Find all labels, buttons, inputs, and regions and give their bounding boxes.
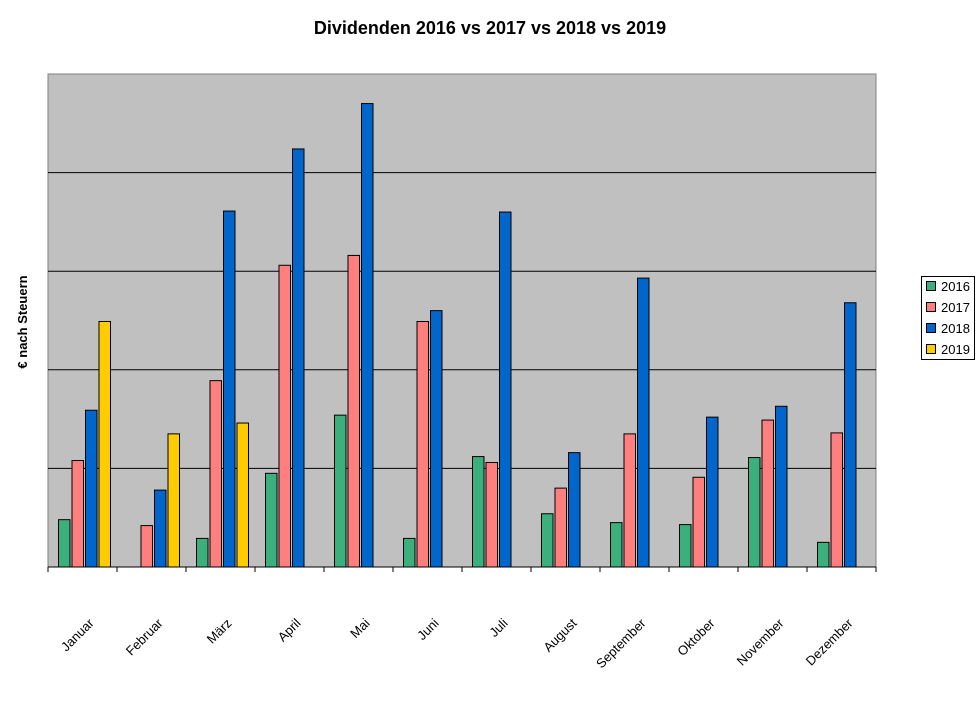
legend-label-2019: 2019	[941, 341, 970, 357]
bar-2016-märz	[196, 537, 209, 568]
x-tick-label: Februar	[123, 615, 166, 658]
bar-2016-september	[610, 522, 623, 568]
bar-2017-juli	[485, 461, 498, 568]
bar-2017-september	[623, 433, 636, 568]
x-tick-labels: Januar Februar März April Mai Juni Juli August S…	[58, 615, 856, 671]
bar-2019-januar	[98, 320, 111, 568]
legend-item-2019: 2019	[926, 340, 970, 358]
gridlines	[48, 172, 876, 469]
bar-2017-januar	[71, 460, 84, 568]
bar-2019-februar	[167, 433, 180, 568]
bar-2018-oktober	[706, 416, 719, 568]
bar-2017-dezember	[830, 432, 843, 568]
legend-swatch-2018	[926, 323, 936, 333]
x-tick-label: Juni	[414, 615, 442, 643]
bar-2017-oktober	[692, 476, 705, 568]
x-tick-label: März	[204, 616, 235, 647]
legend: 2016 2017 2018 2019	[921, 276, 975, 360]
legend-swatch-2016	[926, 281, 936, 291]
bar-2017-august	[554, 487, 567, 568]
legend-item-2016: 2016	[926, 277, 970, 295]
legend-swatch-2019	[926, 344, 936, 354]
chart-title: Dividenden 2016 vs 2017 vs 2018 vs 2019	[313, 18, 667, 38]
bar-2017-mai	[347, 254, 360, 568]
bar-2016-august	[541, 513, 554, 568]
x-tick-label: Januar	[58, 615, 97, 654]
bar-2019-märz	[236, 422, 249, 568]
legend-label-2018: 2018	[941, 320, 970, 336]
x-tick-label: Juli	[486, 615, 510, 639]
legend-swatch-2017	[926, 302, 936, 312]
bar-2017-juni	[416, 320, 429, 568]
legend-label-2016: 2016	[941, 278, 970, 294]
bar-2017-februar	[140, 525, 153, 568]
bar-2016-dezember	[817, 541, 830, 568]
bar-2018-september	[637, 277, 650, 568]
x-tick-label: September	[593, 615, 649, 671]
bar-2016-mai	[334, 414, 347, 568]
bar-2016-juli	[472, 456, 485, 568]
bars	[58, 103, 857, 568]
bar-2018-august	[568, 452, 581, 568]
bar-2016-juni	[403, 537, 416, 568]
legend-item-2017: 2017	[926, 298, 970, 316]
bar-2017-märz	[209, 380, 222, 568]
bar-2018-dezember	[844, 302, 857, 568]
bar-2016-april	[265, 472, 278, 568]
x-tick-label: Dezember	[803, 615, 856, 668]
bar-2018-juni	[430, 310, 443, 568]
x-tick-label: Oktober	[674, 615, 718, 659]
bar-2017-november	[761, 419, 774, 568]
bar-2018-april	[292, 148, 305, 568]
bar-2016-november	[748, 457, 761, 568]
y-axis-label: € nach Steuern	[15, 275, 30, 368]
bar-2018-juli	[499, 211, 512, 568]
plot-area	[47, 73, 877, 568]
bar-2018-januar	[85, 409, 98, 568]
legend-label-2017: 2017	[941, 299, 970, 315]
bar-2018-mai	[361, 103, 374, 568]
bar-2018-november	[775, 405, 788, 568]
x-tick-label: August	[540, 615, 579, 654]
legend-item-2018: 2018	[926, 319, 970, 337]
bar-2017-april	[278, 264, 291, 568]
x-tick-label: April	[275, 615, 304, 644]
bar-2016-oktober	[679, 524, 692, 568]
bar-2018-februar	[154, 489, 167, 568]
x-tick-label: Mai	[347, 615, 372, 640]
x-tick-label: November	[734, 615, 787, 668]
bar-2016-januar	[58, 519, 71, 568]
bar-2018-märz	[223, 210, 236, 568]
axes	[47, 566, 877, 572]
